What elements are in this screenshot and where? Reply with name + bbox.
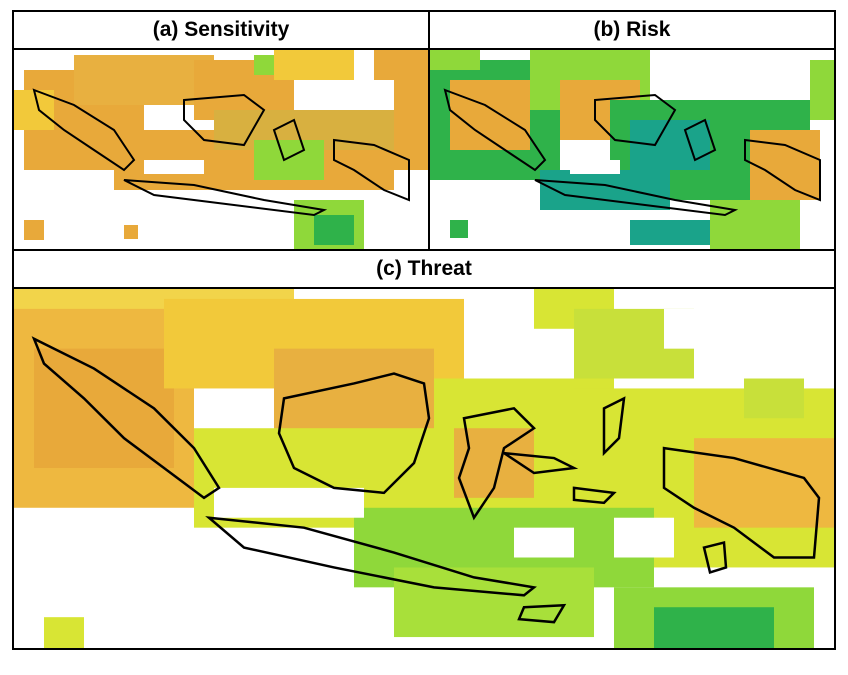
panel-sensitivity: (a) Sensitivity bbox=[14, 12, 428, 249]
threat-map bbox=[14, 289, 834, 648]
threat-coastline bbox=[31, 336, 821, 624]
sensitivity-map-svg bbox=[14, 50, 428, 249]
sensitivity-coastline bbox=[32, 88, 410, 217]
figure-frame: (a) Sensitivity bbox=[12, 10, 836, 650]
panel-divider-vertical bbox=[428, 12, 430, 249]
threat-raster bbox=[14, 289, 834, 648]
risk-map-svg bbox=[430, 50, 834, 249]
risk-coastline bbox=[443, 88, 821, 217]
threat-map-svg bbox=[14, 289, 834, 648]
panel-title-risk: (b) Risk bbox=[430, 12, 834, 50]
sensitivity-map bbox=[14, 50, 428, 249]
panel-risk: (b) Risk bbox=[430, 12, 834, 249]
panel-title-sensitivity: (a) Sensitivity bbox=[14, 12, 428, 50]
risk-map bbox=[430, 50, 834, 249]
panel-threat: (c) Threat bbox=[14, 249, 834, 648]
sensitivity-raster bbox=[14, 50, 428, 249]
panel-title-threat: (c) Threat bbox=[14, 251, 834, 289]
risk-raster bbox=[430, 50, 834, 249]
